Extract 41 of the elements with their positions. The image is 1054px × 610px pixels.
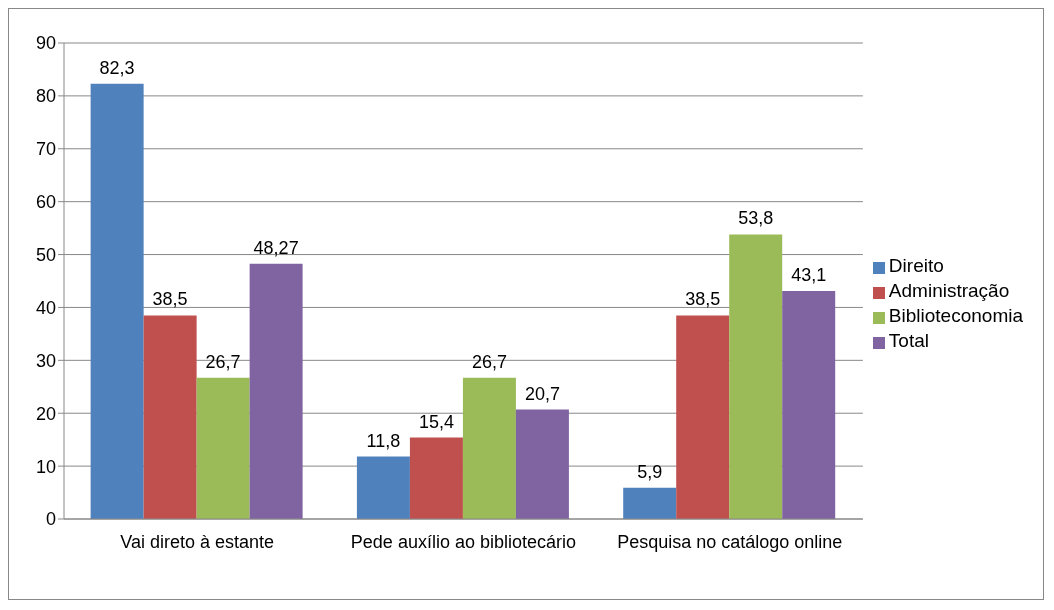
data-label: 53,8 — [738, 208, 774, 229]
legend-label: Administração — [888, 280, 1010, 301]
x-tick-label: Pede auxílio ao bibliotecário — [350, 531, 577, 552]
bar — [143, 315, 197, 519]
bar — [356, 456, 410, 519]
bar — [90, 83, 144, 519]
data-label: 20,7 — [524, 383, 560, 404]
x-tick-label: Pesquisa no catálogo online — [617, 531, 843, 552]
x-tick-label: Vai direto à estante — [120, 531, 275, 552]
data-label: 82,3 — [99, 57, 135, 78]
y-tick-label: 20 — [35, 403, 56, 424]
y-tick-label: 60 — [35, 192, 56, 213]
bar — [623, 487, 677, 519]
bar — [462, 377, 516, 519]
y-tick-label: 10 — [35, 456, 56, 477]
y-tick-label: 40 — [35, 297, 56, 318]
y-tick-label: 0 — [45, 509, 56, 530]
data-label: 38,5 — [152, 289, 188, 310]
bar — [249, 263, 303, 519]
bar — [515, 409, 569, 519]
legend-label: Total — [888, 330, 929, 351]
data-label: 11,8 — [366, 430, 401, 451]
data-label: 38,5 — [685, 289, 721, 310]
bar — [782, 291, 836, 519]
legend-label: Biblioteconomia — [888, 305, 1023, 326]
y-tick-label: 90 — [35, 33, 56, 54]
data-label: 15,4 — [418, 411, 454, 432]
bar — [409, 437, 463, 519]
bar — [196, 377, 250, 519]
y-tick-label: 80 — [35, 86, 56, 107]
data-label: 43,1 — [791, 265, 827, 286]
bar — [676, 315, 730, 519]
legend-label: Direito — [888, 255, 944, 276]
bar — [729, 234, 783, 519]
data-label: 5,9 — [637, 461, 663, 482]
data-label: 48,27 — [253, 237, 299, 258]
data-label: 26,7 — [205, 351, 241, 372]
y-tick-label: 70 — [35, 139, 56, 160]
y-tick-label: 30 — [35, 350, 56, 371]
data-label: 26,7 — [471, 351, 507, 372]
y-tick-label: 50 — [35, 244, 56, 265]
